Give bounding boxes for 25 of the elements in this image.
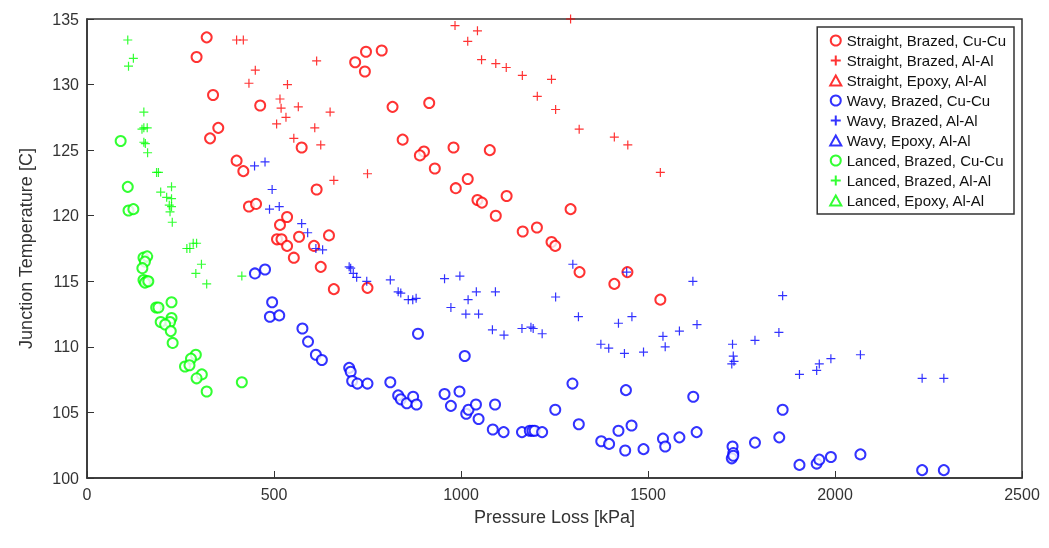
y-tick-label: 120 <box>52 207 80 225</box>
y-tick-label: 105 <box>52 403 80 421</box>
y-tick-label: 115 <box>53 272 80 290</box>
legend-label: Lanced, Brazed, Cu-Cu <box>846 152 1004 169</box>
legend-label: Wavy, Brazed, Cu-Cu <box>846 92 991 109</box>
x-tick-label: 1000 <box>443 485 479 503</box>
y-tick-label: 130 <box>52 76 80 94</box>
x-tick-label: 2500 <box>1004 485 1040 503</box>
x-tick-label: 500 <box>260 485 288 503</box>
legend-label: Straight, Brazed, Cu-Cu <box>846 32 1007 49</box>
y-tick-label: 100 <box>52 469 80 487</box>
y-axis-title: Junction Temperature [C] <box>16 148 36 349</box>
legend-label: Lanced, Epoxy, Al-Al <box>846 192 985 209</box>
x-axis-title: Pressure Loss [kPa] <box>473 507 636 527</box>
y-tick-label: 125 <box>52 141 80 159</box>
legend-label: Straight, Brazed, Al-Al <box>846 52 994 69</box>
legend-label: Wavy, Epoxy, Al-Al <box>846 132 971 149</box>
y-tick-label: 135 <box>52 10 80 28</box>
y-tick-label: 110 <box>53 338 80 356</box>
legend-label: Lanced, Brazed, Al-Al <box>846 172 992 189</box>
x-tick-label: 1500 <box>630 485 666 503</box>
x-tick-label: 0 <box>82 485 92 503</box>
legend-label: Straight, Epoxy, Al-Al <box>846 72 987 89</box>
legend-label: Wavy, Brazed, Al-Al <box>846 112 978 129</box>
x-tick-label: 2000 <box>817 485 853 503</box>
